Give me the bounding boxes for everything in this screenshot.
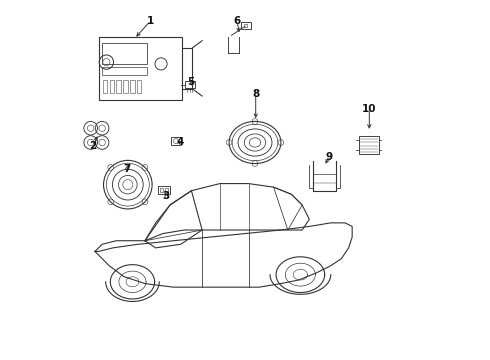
Bar <box>117 80 121 93</box>
Bar <box>244 24 247 27</box>
Bar <box>171 137 181 145</box>
Text: 7: 7 <box>123 164 131 174</box>
Text: 6: 6 <box>234 16 241 26</box>
Bar <box>185 81 195 88</box>
Bar <box>98 37 182 100</box>
Text: 2: 2 <box>90 141 97 151</box>
Bar <box>130 80 135 93</box>
Bar <box>123 80 128 93</box>
Bar <box>102 67 147 75</box>
Text: 4: 4 <box>176 138 184 148</box>
Text: 10: 10 <box>362 104 376 113</box>
Text: 8: 8 <box>252 89 259 99</box>
Bar <box>359 136 379 154</box>
Text: 5: 5 <box>187 77 195 87</box>
Bar <box>103 80 107 93</box>
Bar <box>102 43 147 64</box>
Bar <box>137 80 142 93</box>
Text: 1: 1 <box>147 16 154 26</box>
Bar <box>158 186 171 194</box>
Bar <box>242 22 251 29</box>
Bar <box>110 80 114 93</box>
Text: 3: 3 <box>163 191 170 201</box>
Bar <box>160 188 163 192</box>
Bar <box>165 188 168 192</box>
Text: 9: 9 <box>325 152 333 162</box>
